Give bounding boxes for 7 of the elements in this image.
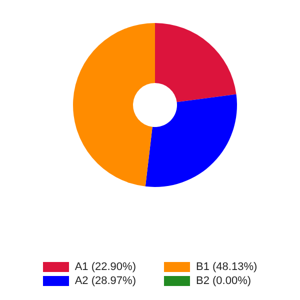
donut-slice — [73, 23, 155, 186]
legend-label: B2 (0.00%) — [196, 275, 252, 287]
legend-label: A1 (22.90%) — [74, 261, 136, 273]
donut-slice — [155, 23, 236, 102]
legend-label: B1 (48.13%) — [196, 261, 258, 273]
legend-label: A2 (28.97%) — [74, 275, 136, 287]
donut-slice — [145, 94, 237, 187]
